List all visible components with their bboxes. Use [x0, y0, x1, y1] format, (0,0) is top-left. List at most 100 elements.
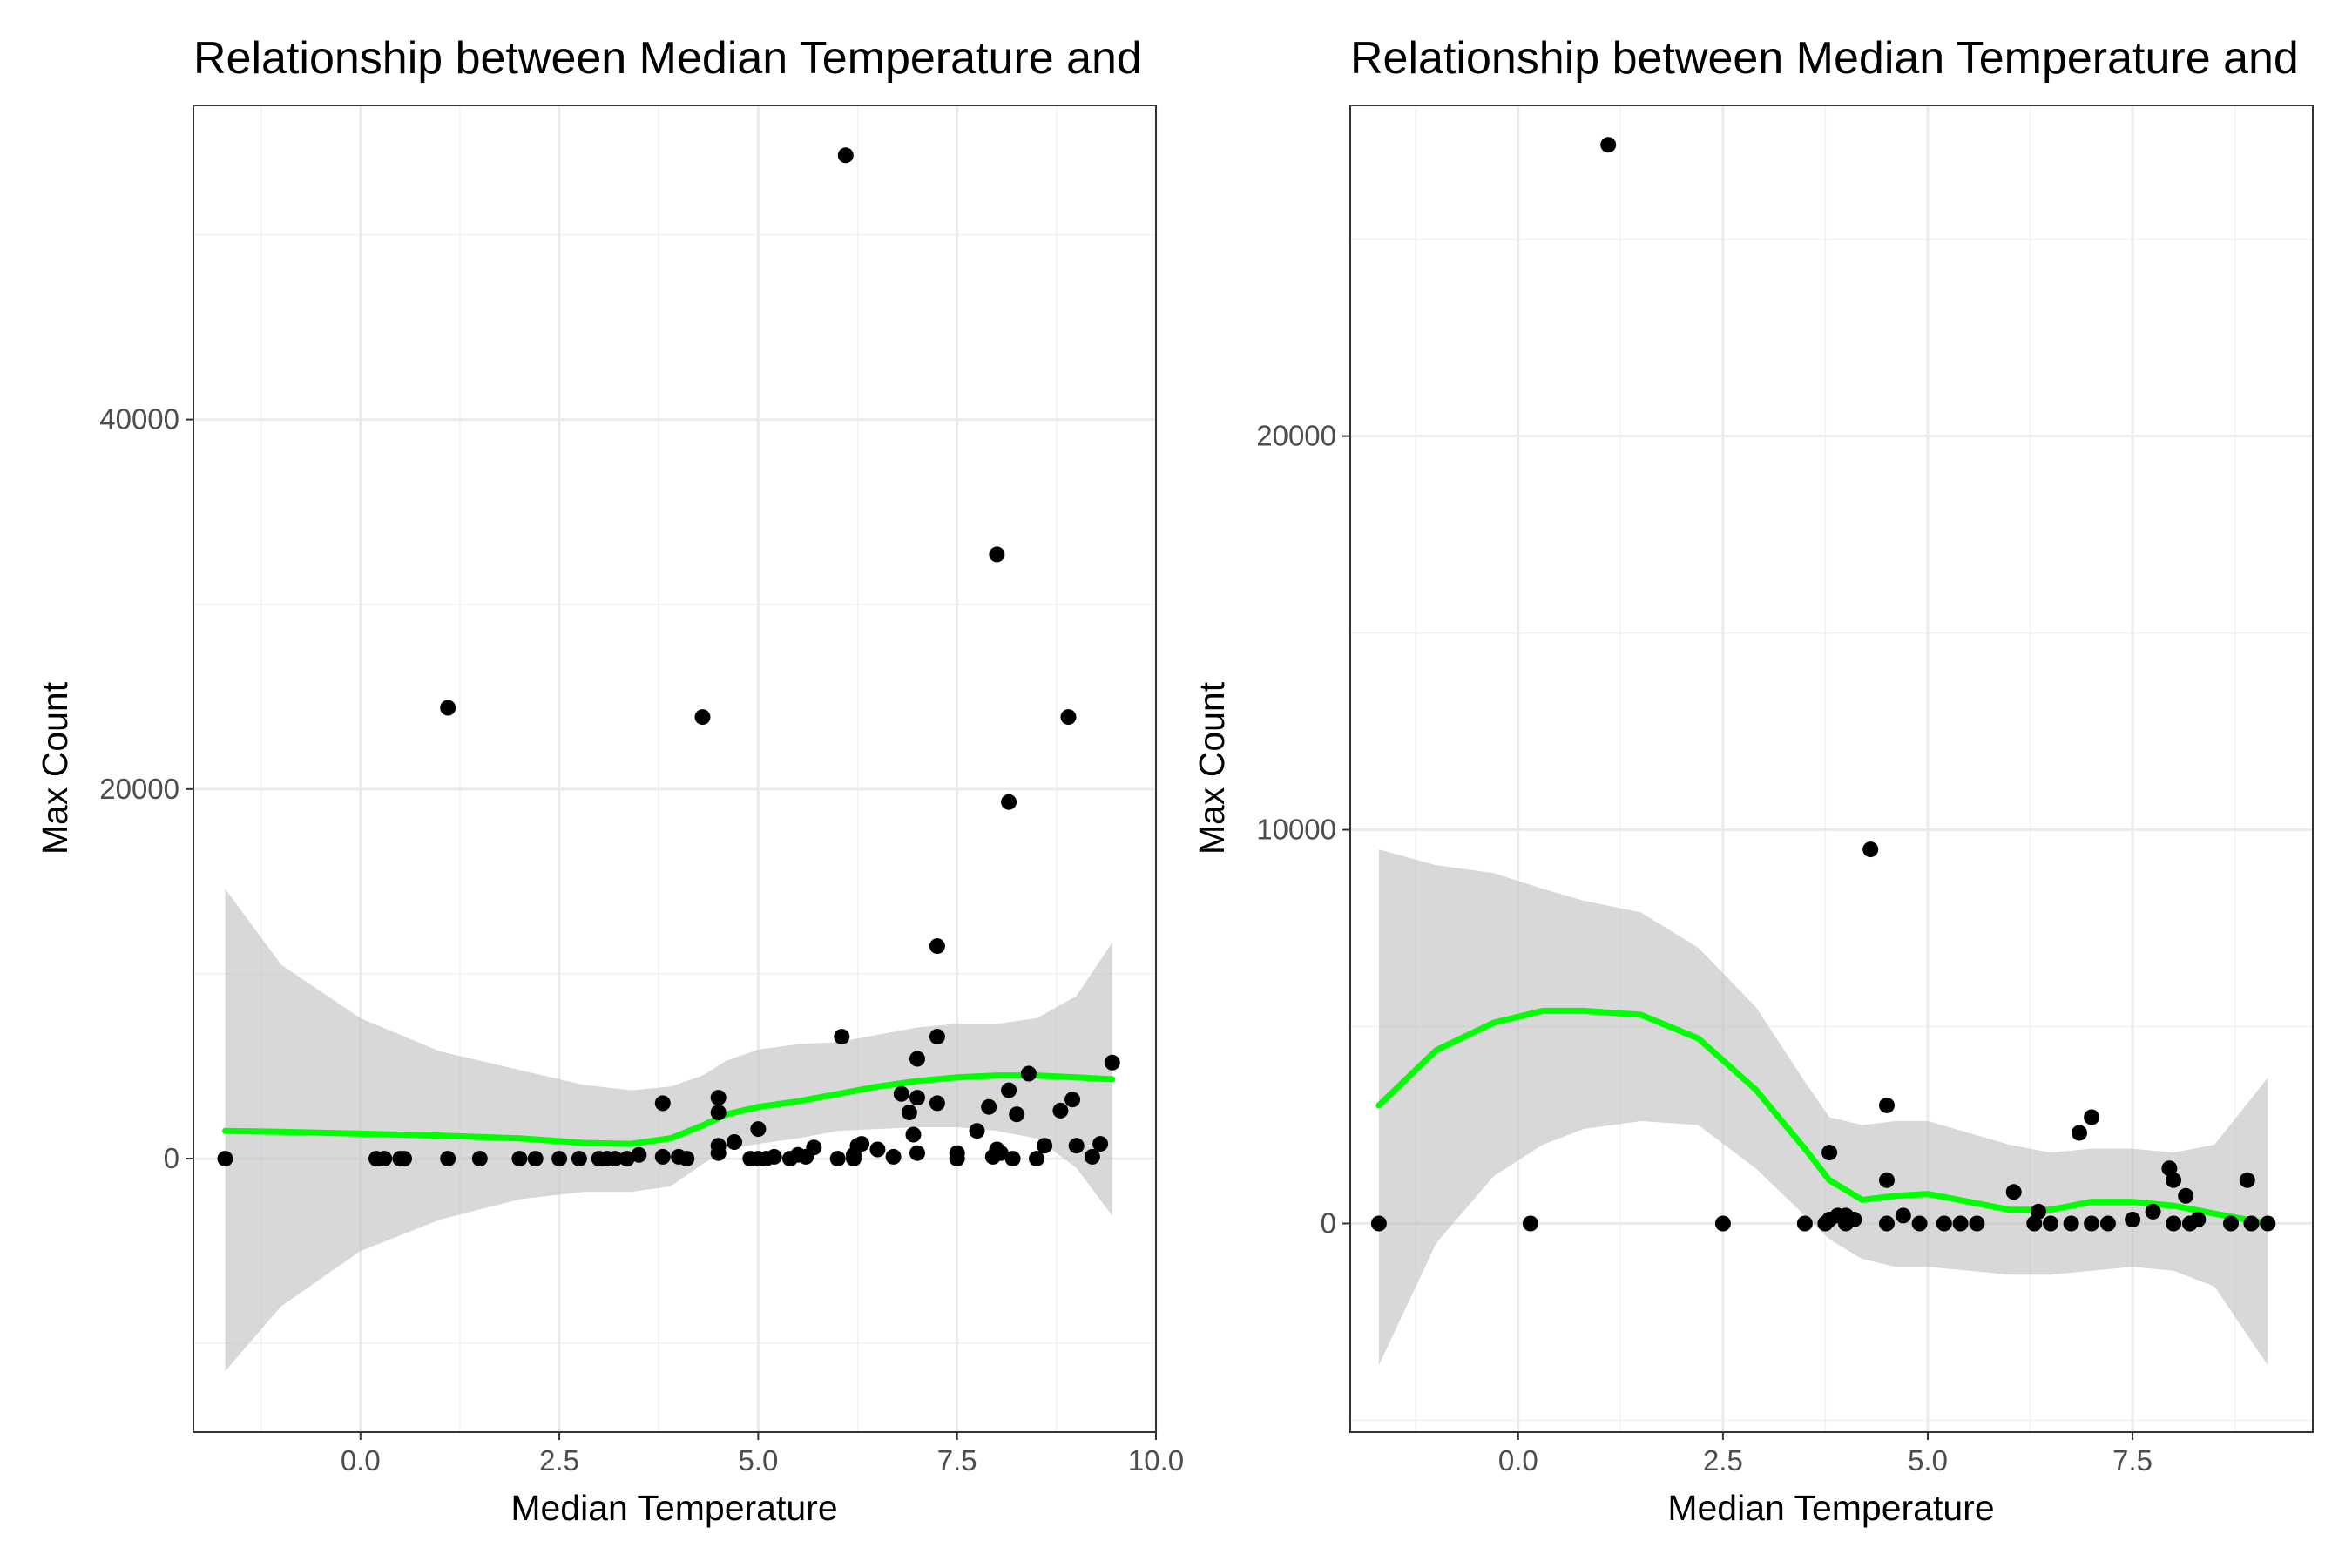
data-point	[909, 1090, 925, 1106]
data-point	[1879, 1097, 1895, 1113]
data-point	[949, 1145, 965, 1161]
data-point	[893, 1085, 909, 1102]
data-point	[1879, 1172, 1895, 1188]
y-tick-label: 0	[164, 1142, 179, 1174]
data-point	[1796, 1215, 1813, 1232]
data-point	[1064, 1092, 1081, 1108]
data-point	[2043, 1215, 2059, 1232]
x-tick-label: 5.0	[1908, 1444, 1948, 1477]
points-left	[217, 147, 1120, 1167]
data-point	[885, 1148, 902, 1165]
chart-title-right: Relationship between Median Temperature …	[1350, 33, 2299, 84]
data-point	[727, 1134, 742, 1150]
data-point	[551, 1151, 568, 1167]
data-point	[440, 700, 456, 716]
y-tick-label: 0	[1321, 1206, 1336, 1239]
chart-title-left: Relationship between Median Temperature …	[193, 33, 1142, 84]
data-point	[2084, 1109, 2100, 1125]
data-point	[992, 1145, 1009, 1161]
data-point	[1600, 137, 1617, 153]
data-point	[1052, 1102, 1069, 1119]
smooth-line-right	[1375, 1007, 2271, 1227]
data-point	[1068, 1138, 1085, 1154]
data-point	[654, 1095, 671, 1112]
data-point	[2031, 1203, 2046, 1220]
data-point	[929, 938, 945, 955]
data-point	[1714, 1215, 1731, 1232]
x-axis-title-right: Median Temperature	[1667, 1488, 1994, 1528]
data-point	[2099, 1215, 2116, 1232]
data-point	[1001, 1082, 1017, 1098]
grid-left	[193, 105, 1158, 1432]
panel-border-right	[1349, 105, 2314, 1433]
data-point	[694, 709, 711, 726]
y-tick-label: 10000	[1256, 814, 1336, 846]
data-point	[969, 1123, 985, 1139]
y-axis-left: 0 20000 40000	[99, 403, 193, 1174]
points-right	[1370, 137, 2276, 1232]
x-tick-label: 5.0	[738, 1444, 778, 1477]
data-point	[1895, 1207, 1911, 1224]
data-point	[837, 147, 854, 164]
data-point	[440, 1151, 456, 1167]
data-point	[1060, 709, 1077, 726]
x-axis-right: 0.0 2.5 5.0 7.5	[1498, 1432, 2153, 1477]
data-point	[396, 1151, 412, 1167]
data-point	[2005, 1184, 2022, 1200]
data-point	[2166, 1215, 2182, 1232]
data-point	[2178, 1187, 2194, 1204]
data-point	[710, 1138, 727, 1154]
data-point	[1037, 1138, 1053, 1154]
data-point	[834, 1029, 850, 1045]
data-point	[1020, 1065, 1037, 1082]
y-tick-label: 20000	[99, 773, 179, 805]
chart-panel-left: Relationship between Median Temperature …	[35, 33, 1184, 1528]
data-point	[471, 1151, 488, 1167]
data-point	[376, 1151, 393, 1167]
y-axis-right: 0 10000 20000	[1256, 420, 1350, 1239]
panel-border-left	[193, 105, 1157, 1433]
data-point	[1846, 1212, 1862, 1227]
y-tick-label: 20000	[1256, 420, 1336, 452]
data-point	[1879, 1215, 1895, 1232]
data-point	[1952, 1215, 1969, 1232]
x-tick-label: 2.5	[539, 1444, 579, 1477]
chart-panel-right: Relationship between Median Temperature …	[1192, 33, 2314, 1528]
data-point	[929, 1029, 945, 1045]
data-point	[905, 1126, 922, 1143]
data-point	[2190, 1212, 2207, 1227]
x-axis-title-left: Median Temperature	[510, 1488, 837, 1528]
x-tick-label: 10.0	[1128, 1444, 1184, 1477]
smooth-line-left	[222, 1072, 1116, 1147]
data-point	[1092, 1136, 1109, 1152]
data-point	[854, 1136, 870, 1152]
data-point	[901, 1105, 917, 1120]
data-point	[806, 1139, 822, 1156]
data-point	[2026, 1215, 2043, 1232]
data-point	[571, 1151, 587, 1167]
data-point	[2063, 1215, 2079, 1232]
data-point	[511, 1151, 528, 1167]
x-axis-left: 0.0 2.5 5.0 7.5 10.0	[341, 1432, 1184, 1477]
data-point	[1522, 1215, 1538, 1232]
data-point	[1821, 1145, 1838, 1161]
data-point	[829, 1151, 846, 1167]
data-point	[1936, 1215, 1952, 1232]
data-point	[2239, 1172, 2255, 1188]
x-tick-label: 2.5	[1703, 1444, 1743, 1477]
data-point	[2145, 1203, 2161, 1220]
data-point	[981, 1098, 997, 1115]
y-axis-title-left: Max Count	[35, 681, 75, 855]
data-point	[2125, 1212, 2141, 1227]
data-point	[654, 1148, 671, 1165]
confidence-ribbon-left	[225, 889, 1112, 1371]
data-point	[607, 1151, 623, 1167]
data-point	[1969, 1215, 1985, 1232]
data-point	[710, 1090, 727, 1106]
y-axis-title-right: Max Count	[1192, 681, 1232, 855]
x-tick-label: 0.0	[1498, 1444, 1538, 1477]
data-point	[1004, 1151, 1021, 1167]
data-point	[750, 1121, 767, 1138]
data-point	[2161, 1160, 2178, 1177]
